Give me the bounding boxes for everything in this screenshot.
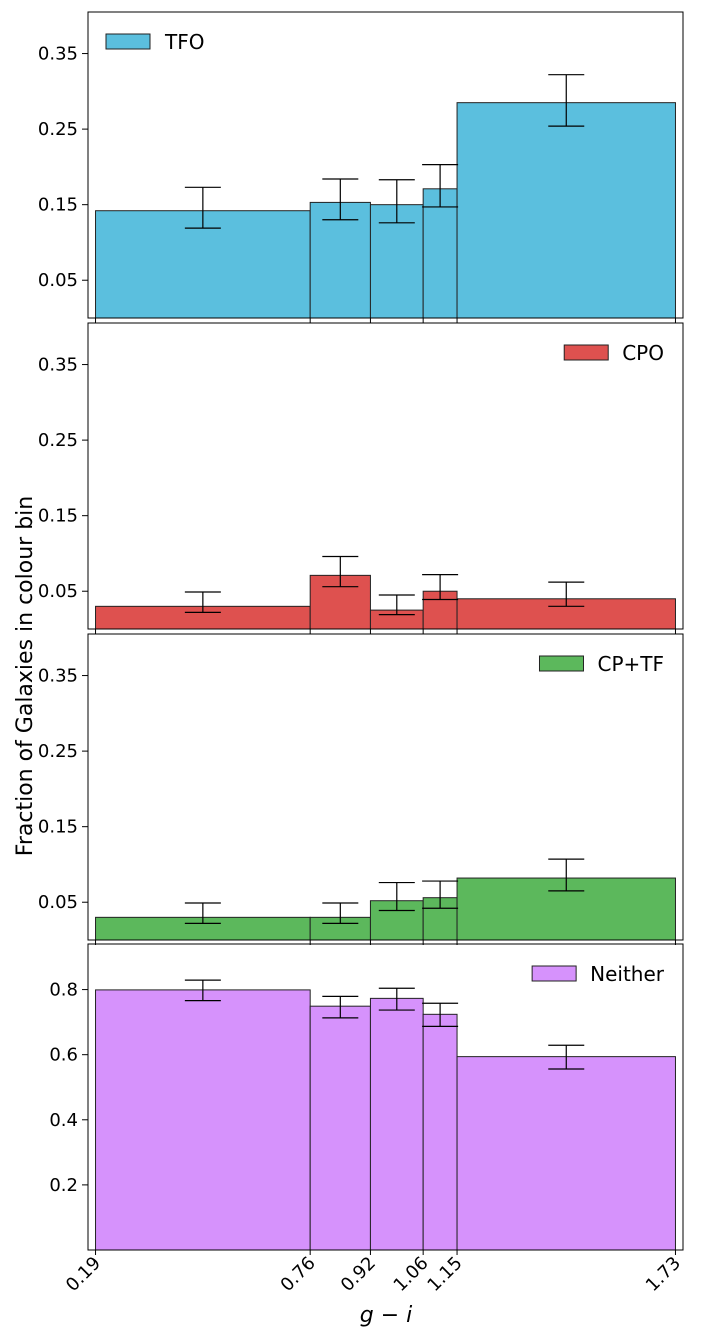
error-bar xyxy=(322,902,359,924)
y-axis-label: Fraction of Galaxies in colour bin xyxy=(13,496,38,856)
bar xyxy=(369,997,424,1251)
error-bar xyxy=(422,164,459,208)
bar xyxy=(456,598,676,630)
bar xyxy=(309,201,371,319)
y-tick-label: 0.35 xyxy=(38,666,78,687)
error-bar xyxy=(378,881,415,912)
legend-label: TFO xyxy=(164,30,204,54)
bar xyxy=(422,188,458,319)
y-tick-label: 0.35 xyxy=(38,355,78,376)
panel-cp-tf: 0.05 0.15 0.25 0.35 CP+TF xyxy=(38,633,684,945)
x-tick-label: 0.19 xyxy=(62,1253,105,1296)
y-tick-label: 0.05 xyxy=(38,892,78,913)
panel-tfo: 0.05 0.15 0.25 0.35 TFO xyxy=(38,11,684,323)
legend-label: Neither xyxy=(590,962,665,986)
y-tick-label: 0.25 xyxy=(38,119,78,140)
x-tick-label: 1.15 xyxy=(423,1253,466,1296)
bar xyxy=(422,1013,458,1251)
legend-label: CP+TF xyxy=(597,652,664,676)
panel-frame xyxy=(87,322,684,630)
error-bar xyxy=(548,74,585,127)
y-tick-label: 0.15 xyxy=(38,195,78,216)
legend: CP+TF xyxy=(538,652,664,676)
error-bar xyxy=(422,573,459,601)
x-tick-label: 0.76 xyxy=(277,1253,320,1296)
legend-label: CPO xyxy=(622,341,664,365)
x-tick-label: 1.73 xyxy=(642,1253,685,1296)
panel-frame xyxy=(87,943,684,1251)
error-bar xyxy=(184,186,221,229)
error-bar xyxy=(322,995,359,1019)
legend-swatch xyxy=(105,33,151,50)
error-bar xyxy=(422,1002,459,1027)
error-bar xyxy=(184,902,221,924)
panel-frame xyxy=(87,11,684,319)
y-tick-label: 0.25 xyxy=(38,430,78,451)
y-tick-label: 0.8 xyxy=(49,980,78,1001)
error-bar xyxy=(184,979,221,1002)
error-bar xyxy=(548,1044,585,1070)
legend-swatch xyxy=(563,344,609,361)
y-tick-label: 0.4 xyxy=(49,1110,78,1131)
panel-frame xyxy=(87,633,684,941)
y-tick-label: 0.2 xyxy=(49,1175,78,1196)
bar xyxy=(456,1056,676,1251)
legend-swatch xyxy=(538,655,584,672)
legend: CPO xyxy=(563,341,664,365)
y-tick-label: 0.05 xyxy=(38,581,78,602)
error-bar xyxy=(548,581,585,607)
error-bar xyxy=(322,178,359,221)
x-tick-label: 0.92 xyxy=(337,1253,380,1296)
panel-cpo: 0.05 0.15 0.25 0.35 CPO xyxy=(38,322,684,634)
y-tick-label: 0.6 xyxy=(49,1045,78,1066)
x-axis-label: g − i xyxy=(360,1303,413,1328)
bar xyxy=(95,989,311,1251)
error-bar xyxy=(422,880,459,909)
y-tick-label: 0.35 xyxy=(38,44,78,65)
error-bar xyxy=(184,591,221,613)
error-bar xyxy=(378,179,415,224)
y-tick-label: 0.05 xyxy=(38,270,78,291)
x-tick-labels: 0.19 0.76 0.92 1.061.15 1.73 xyxy=(62,1253,685,1296)
bar xyxy=(456,102,676,319)
legend: Neither xyxy=(531,962,665,986)
bar xyxy=(309,1005,371,1251)
panels: 0.050.150.250.35TFO0.050.150.250.35CPO0.… xyxy=(38,11,685,1296)
legend-swatch xyxy=(531,965,577,982)
y-tick-label: 0.25 xyxy=(38,741,78,762)
y-tick-label: 0.15 xyxy=(38,817,78,838)
panel-neither: 0.2 0.4 0.6 0.8 Neither xyxy=(49,943,684,1255)
x-tick-label: 1.06 xyxy=(390,1253,433,1296)
error-bar xyxy=(322,555,359,588)
legend: TFO xyxy=(105,30,204,54)
y-tick-label: 0.15 xyxy=(38,506,78,527)
error-bar xyxy=(378,987,415,1011)
error-bar xyxy=(548,858,585,892)
error-bar xyxy=(378,594,415,616)
